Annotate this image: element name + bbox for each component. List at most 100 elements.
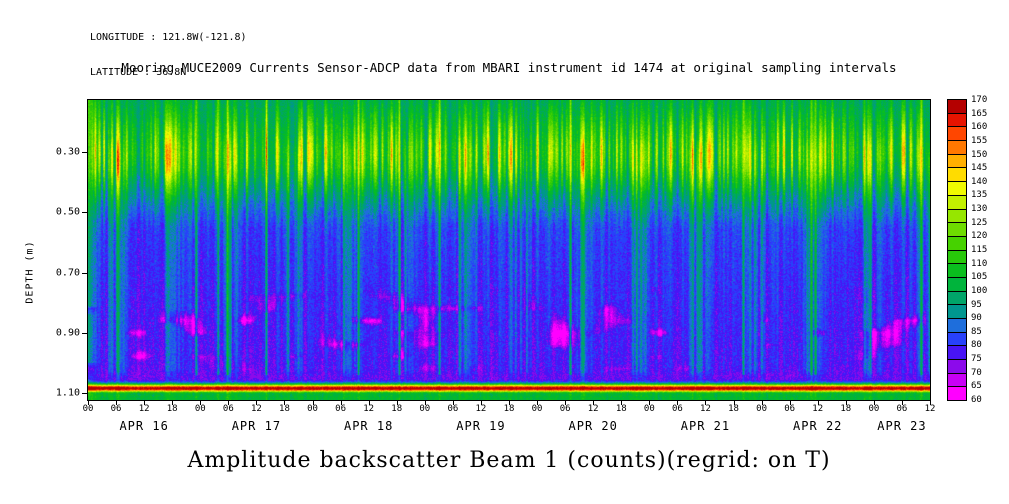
colorbar-label: 70: [971, 367, 982, 378]
colorbar-cell: [948, 360, 966, 374]
y-tick-label: 0.50: [55, 206, 80, 218]
heatmap-canvas: [88, 100, 930, 400]
x-tick-mark: [256, 401, 258, 405]
colorbar-label: 145: [971, 163, 988, 174]
x-tick-label: 00: [194, 404, 206, 414]
x-tick-label: 18: [279, 404, 290, 414]
x-tick-mark: [228, 401, 230, 405]
colorbar-cell: [948, 168, 966, 183]
plot-title: Mooring MUCE2009 Currents Sensor-ADCP da…: [121, 60, 897, 75]
x-tick-label: 12: [363, 404, 375, 414]
colorbar-cell: [948, 182, 966, 196]
x-tick-label: 00: [643, 404, 655, 414]
x-tick-mark: [565, 401, 567, 405]
colorbar-label: 85: [971, 326, 982, 337]
colorbar-label: 105: [971, 272, 988, 283]
x-tick-label: 12: [700, 404, 711, 414]
day-label: APR 18: [343, 419, 394, 433]
x-tick-label: 18: [391, 404, 403, 414]
x-tick-mark: [901, 401, 903, 405]
colorbar-label: 110: [971, 258, 988, 269]
y-tick-label: 0.90: [55, 327, 80, 339]
colorbar-cell: [948, 264, 966, 278]
colorbar-label: 170: [971, 95, 988, 105]
x-tick-mark: [200, 401, 202, 405]
y-axis-label: DEPTH (m): [24, 240, 36, 304]
colorbar-label: 95: [971, 299, 982, 310]
x-tick-label: 18: [728, 404, 739, 414]
x-tick-mark: [761, 401, 763, 405]
day-label: APR 16: [119, 419, 169, 433]
x-tick-mark: [480, 401, 482, 405]
x-tick-label: 18: [166, 404, 178, 414]
colorbar-label: 60: [971, 395, 982, 405]
y-tick-mark: [82, 332, 87, 334]
x-tick-mark: [733, 401, 735, 405]
x-tick-label: 06: [784, 404, 796, 414]
x-tick-label: 00: [756, 404, 768, 414]
colorbar-label: 150: [971, 149, 988, 160]
x-tick-mark: [116, 401, 118, 405]
colorbar-label: 90: [971, 313, 982, 324]
colorbar-cell: [948, 195, 966, 210]
colorbar-label: 65: [971, 381, 982, 392]
colorbar-label: 120: [971, 231, 988, 242]
x-tick-mark: [424, 401, 426, 405]
x-tick-label: 06: [559, 404, 571, 414]
x-tick-label: 12: [812, 404, 824, 414]
x-tick-mark: [144, 401, 146, 405]
x-tick-mark: [537, 401, 539, 405]
x-tick-label: 06: [222, 404, 234, 414]
y-tick-mark: [82, 272, 87, 274]
colorbar-cell: [948, 387, 966, 401]
x-tick-mark: [172, 401, 174, 405]
plot-frame: [87, 99, 931, 401]
x-tick-label: 12: [138, 404, 150, 414]
colorbar-label: 155: [971, 135, 988, 146]
x-tick-mark: [88, 401, 89, 405]
colorbar-cell: [948, 319, 966, 333]
x-tick-label: 00: [307, 404, 318, 414]
colorbar: [947, 99, 967, 401]
x-tick-label: 00: [419, 404, 431, 414]
day-label: APR 17: [231, 419, 282, 433]
y-tick-mark: [82, 212, 87, 214]
colorbar-cell: [948, 100, 966, 114]
colorbar-label: 130: [971, 204, 988, 215]
x-tick-label: 06: [447, 404, 459, 414]
day-label: APR 20: [568, 419, 618, 433]
y-tick-mark: [82, 151, 87, 153]
colorbar-label: 80: [971, 340, 982, 351]
x-tick-mark: [930, 401, 931, 405]
x-tick-label: 12: [924, 404, 936, 414]
colorbar-label: 160: [971, 122, 988, 133]
day-label: APR 22: [793, 419, 843, 433]
x-tick-label: 12: [250, 404, 262, 414]
colorbar-label: 135: [971, 190, 988, 201]
day-label: APR 21: [680, 419, 731, 433]
x-tick-mark: [621, 401, 623, 405]
colorbar-cell: [948, 373, 966, 388]
colorbar-label: 115: [971, 245, 988, 255]
colorbar-label: 165: [971, 108, 988, 119]
x-tick-label: 00: [82, 404, 94, 414]
colorbar-cell: [948, 113, 966, 128]
x-tick-mark: [817, 401, 819, 405]
colorbar-label: 125: [971, 217, 988, 228]
x-tick-mark: [705, 401, 707, 405]
meta-longitude: LONGITUDE : 121.8W(-121.8): [90, 32, 247, 43]
day-label: APR 23: [877, 419, 927, 433]
x-tick-mark: [509, 401, 510, 405]
x-tick-label: 06: [335, 404, 347, 414]
y-tick-label: 1.10: [55, 387, 80, 399]
colorbar-label: 140: [971, 176, 988, 187]
x-tick-label: 12: [475, 404, 487, 414]
day-label: APR 19: [456, 419, 506, 433]
x-tick-mark: [789, 401, 791, 405]
colorbar-cell: [948, 250, 966, 265]
colorbar-cell: [948, 277, 966, 292]
x-tick-mark: [649, 401, 651, 405]
caption: Amplitude backscatter Beam 1 (counts)(re…: [187, 448, 831, 473]
x-tick-mark: [452, 401, 454, 405]
x-tick-mark: [284, 401, 286, 405]
